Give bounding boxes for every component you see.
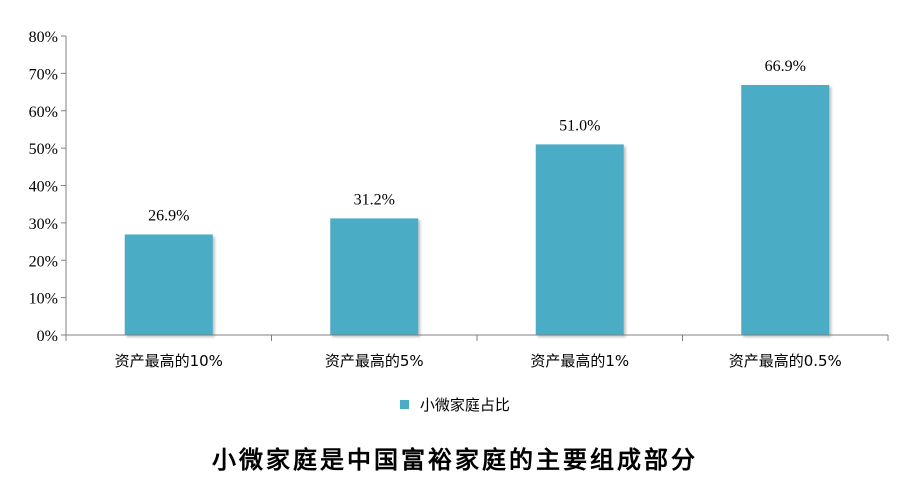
x-axis: 资产最高的10% 资产最高的5% 资产最高的1% 资产最高的0.5% [65, 334, 889, 370]
y-tick-label: 50% [29, 141, 58, 158]
y-tick-label: 70% [29, 66, 58, 83]
y-tick-label: 20% [29, 253, 58, 270]
legend: 小微家庭占比 [0, 394, 910, 415]
bars: 26.9% 31.2% 51.0% 66.9% [124, 58, 830, 336]
data-label: 26.9% [148, 207, 189, 224]
category-label: 资产最高的0.5% [729, 352, 842, 370]
bar [535, 144, 624, 335]
data-label: 51.0% [559, 117, 600, 134]
legend-label: 小微家庭占比 [419, 396, 510, 414]
bar [124, 234, 213, 335]
bar [330, 218, 419, 335]
y-axis: 0% 10% 20% 30% 40% 50% 60% 70% 80% [29, 29, 67, 345]
bar-chart: 0% 10% 20% 30% 40% 50% 60% 70% 80% 26.9% 31.2% 51.… [29, 29, 889, 370]
category-label: 资产最高的10% [115, 352, 223, 370]
bar [741, 84, 830, 336]
y-tick-label: 40% [29, 179, 58, 196]
y-tick-label: 10% [29, 291, 58, 308]
data-label: 66.9% [765, 58, 806, 75]
y-tick-label: 60% [29, 104, 58, 121]
y-tick-label: 0% [37, 328, 58, 345]
data-label: 31.2% [354, 191, 395, 208]
y-tick-label: 30% [29, 216, 58, 233]
category-label: 资产最高的5% [325, 352, 424, 370]
caption: 小微家庭是中国富裕家庭的主要组成部分 [212, 446, 698, 474]
y-tick-label: 80% [29, 29, 58, 46]
category-label: 资产最高的1% [530, 352, 629, 370]
legend-swatch [400, 400, 410, 409]
